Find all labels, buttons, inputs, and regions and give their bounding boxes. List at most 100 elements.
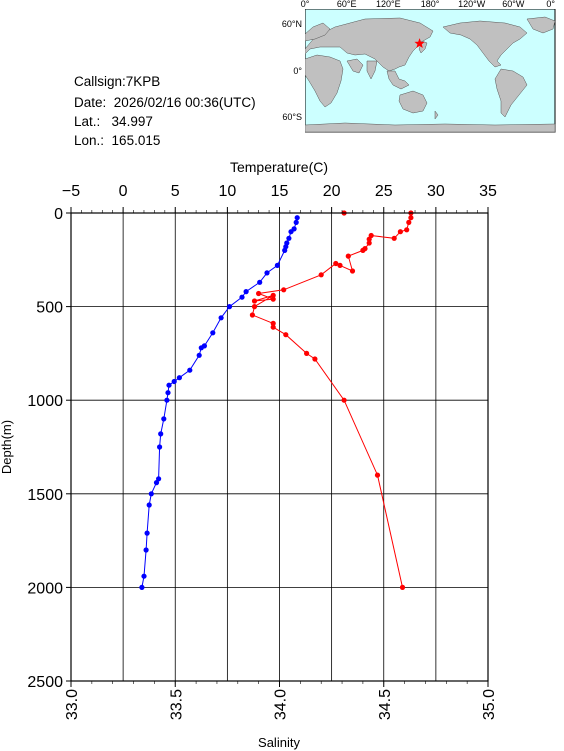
plot-frame <box>70 212 489 682</box>
temperature-point <box>257 279 263 285</box>
map-lon-tick-label: 0° <box>300 0 310 9</box>
salinity-point <box>337 262 343 268</box>
temperature-point <box>176 375 182 381</box>
salinity-tick-label: 33.0 <box>64 689 81 720</box>
temperature-tick-label: 25 <box>375 183 393 200</box>
temperature-point <box>187 367 193 373</box>
land-arabia-india <box>346 58 378 80</box>
salinity-point <box>349 268 356 274</box>
temperature-point <box>239 294 245 300</box>
salinity-point <box>270 320 276 326</box>
temperature-point <box>166 382 172 388</box>
lat-line: Lat.: 34.997 <box>74 115 153 129</box>
salinity-point <box>341 210 347 216</box>
lat-label: Lat.: <box>74 114 101 129</box>
map-lon-tick-label: 180° <box>420 0 440 9</box>
temperature-axis-label: Temperature(C) <box>230 159 328 175</box>
map-lon-tick-label: 120°E <box>376 0 401 9</box>
land-africa <box>305 54 344 108</box>
temperature-point <box>146 502 152 508</box>
temperature-point <box>286 235 292 241</box>
salinity-point <box>270 296 276 302</box>
depth-axis: 0 500 1000 1500 2000 2500 <box>27 206 71 691</box>
salinity-point <box>408 215 414 221</box>
map-lat-tick-label: 0° <box>293 65 302 76</box>
temperature-tick-label: 5 <box>171 183 180 200</box>
salinity-axis: 33.0 33.5 34.0 34.5 35.0 <box>64 681 498 720</box>
temperature-point <box>164 397 170 403</box>
temperature-axis: −5 0 5 10 15 20 25 30 35 <box>62 183 497 213</box>
callsign-line: Callsign:7KPB <box>74 75 160 89</box>
temperature-point <box>264 270 270 276</box>
salinity-point <box>281 287 287 293</box>
salinity-point <box>408 210 414 216</box>
temperature-point <box>201 343 207 349</box>
depth-tick-label: 2000 <box>27 580 63 597</box>
date-value: 2026/02/16 00:36(UTC) <box>113 95 256 110</box>
temperature-point <box>283 244 289 250</box>
star-icon <box>414 38 425 48</box>
map-lon-tick-label: 60°E <box>336 0 357 9</box>
lat-value: 34.997 <box>111 114 153 129</box>
depth-tick-label: 2500 <box>27 674 63 691</box>
depth-axis-label: Depth(m) <box>0 420 14 474</box>
salinity-point <box>270 292 276 298</box>
temperature-point <box>243 289 249 295</box>
temperature-tick-label: −5 <box>62 183 80 200</box>
salinity-point <box>368 232 374 239</box>
salinity-point <box>318 272 324 278</box>
temperature-point <box>282 247 288 253</box>
lon-value: 165.015 <box>111 133 161 148</box>
salinity-point <box>366 236 372 242</box>
callsign-label: Callsign: <box>74 74 126 89</box>
temperature-point <box>139 584 145 591</box>
depth-tick-label: 1500 <box>27 487 63 504</box>
temperature-point <box>291 226 297 232</box>
lon-label: Lon.: <box>74 133 105 148</box>
temperature-point <box>218 315 224 321</box>
map-lon-tick-label: 60°W <box>502 0 525 9</box>
temperature-point <box>171 378 177 385</box>
salinity-point <box>362 246 368 252</box>
temperature-point <box>288 229 294 235</box>
map-star-marker <box>414 38 425 48</box>
salinity-point <box>406 219 412 225</box>
temperature-tick-label: 35 <box>479 183 497 200</box>
temperature-point <box>144 530 150 536</box>
salinity-point <box>312 356 318 362</box>
land-australia <box>398 90 428 114</box>
land-new-zealand <box>434 110 439 120</box>
temperature-point <box>165 390 171 396</box>
salinity-line <box>251 212 412 588</box>
temperature-point <box>148 491 154 497</box>
chart-series <box>139 210 414 591</box>
temperature-point <box>153 480 160 486</box>
salinity-tick-label: 34.0 <box>273 689 290 720</box>
temperature-point <box>294 215 300 221</box>
salinity-point <box>283 332 289 338</box>
land-southeast-asia <box>386 70 410 90</box>
land-north-america <box>442 20 528 68</box>
salinity-point <box>249 312 255 318</box>
map-lon-tick-label: 0° <box>546 0 555 9</box>
temperature-point <box>157 444 163 450</box>
temperature-tick-label: 30 <box>427 183 445 200</box>
temperature-tick-label: 15 <box>271 183 289 200</box>
salinity-axis-label: Salinity <box>258 735 300 750</box>
temperature-point <box>196 352 202 358</box>
land-greenland <box>526 16 556 34</box>
temperature-point <box>293 219 299 225</box>
temperature-point <box>226 304 233 310</box>
salinity-point <box>397 229 403 235</box>
salinity-point <box>256 290 262 297</box>
salinity-point <box>360 247 366 253</box>
salinity-point <box>391 235 397 241</box>
map-landmasses <box>305 16 556 133</box>
temperature-tick-label: 10 <box>218 183 236 200</box>
salinity-tick-label: 33.5 <box>168 689 185 720</box>
depth-tick-label: 1000 <box>27 393 63 410</box>
salinity-point <box>304 350 310 356</box>
salinity-point <box>270 324 276 330</box>
temperature-point <box>161 416 167 422</box>
map-lat-tick-label: 60°S <box>282 111 302 122</box>
